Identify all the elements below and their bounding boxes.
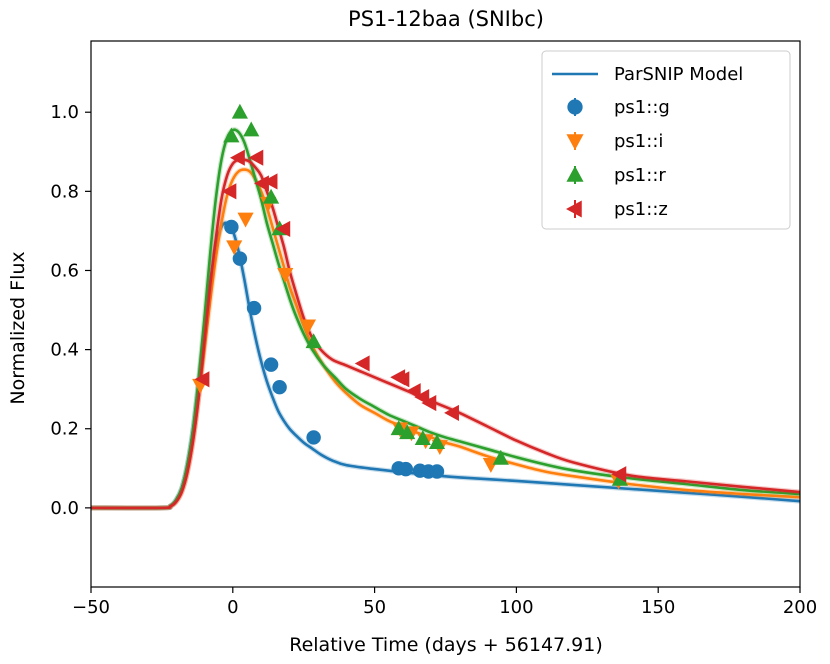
legend-label-r: ps1::r	[614, 165, 666, 186]
model-curve-r	[91, 128, 800, 510]
x-tick-label: 50	[363, 597, 386, 618]
x-tick-label: 100	[499, 597, 533, 618]
data-point-z	[611, 466, 627, 483]
x-axis-label: Relative Time (days + 56147.91)	[289, 634, 603, 656]
y-tick-label: 0.4	[50, 340, 79, 361]
model-band-g	[91, 220, 800, 511]
data-point-r	[243, 121, 260, 137]
x-tick-label: −50	[72, 597, 110, 618]
model-curve-g	[91, 221, 800, 510]
legend-label-g: ps1::g	[614, 97, 670, 118]
chart-title: PS1-12baa (SNIbc)	[348, 7, 544, 31]
y-tick-label: 0.8	[50, 181, 79, 202]
legend-box	[541, 50, 791, 230]
data-point-r	[390, 420, 407, 436]
legend-marker-i	[566, 134, 584, 150]
data-point-z	[254, 175, 269, 192]
data-point-r	[305, 333, 322, 349]
data-point-g	[263, 357, 279, 372]
legend-marker-r	[566, 166, 584, 182]
data-point-g	[232, 251, 248, 266]
x-tick-label: 150	[641, 597, 675, 618]
legend-model-label: ParSNIP Model	[614, 64, 743, 85]
y-tick-label: 0.0	[50, 498, 79, 519]
data-point-g	[224, 219, 239, 235]
data-point-r	[399, 424, 416, 440]
data-point-z	[444, 404, 459, 421]
data-point-z	[194, 371, 210, 388]
data-point-r	[414, 430, 431, 446]
data-point-g	[306, 430, 321, 445]
x-tick-label: 200	[783, 597, 817, 618]
data-point-r	[492, 449, 509, 465]
y-axis: 0.0 0.2 0.4 0.6 0.8 1.0	[50, 102, 91, 519]
data-point-i	[226, 240, 243, 256]
data-point-z	[421, 394, 437, 412]
legend-marker-g	[567, 99, 583, 115]
data-point-z	[405, 383, 421, 400]
data-point-z	[394, 371, 410, 388]
x-axis: −50 0 50 100 150 200	[72, 587, 817, 618]
x-tick-label: 0	[227, 597, 238, 618]
data-point-g	[272, 379, 287, 395]
data-point-r	[263, 188, 280, 204]
legend-label-i: ps1::i	[614, 131, 663, 152]
y-tick-label: 0.2	[50, 419, 79, 440]
data-point-i	[237, 212, 254, 228]
data-point-z	[354, 355, 370, 372]
data-point-g	[246, 300, 262, 316]
data-point-z	[275, 220, 291, 238]
data-point-z	[248, 149, 264, 166]
data-point-g	[398, 461, 414, 477]
data-point-i	[277, 268, 294, 283]
data-point-g	[429, 464, 445, 479]
y-tick-label: 0.6	[50, 260, 79, 281]
legend-marker-z	[566, 200, 582, 218]
data-point-z	[221, 183, 237, 200]
data-point-r	[223, 127, 240, 143]
plot-frame	[90, 40, 801, 588]
y-tick-label: 1.0	[50, 102, 79, 123]
data-point-r	[231, 103, 248, 119]
y-axis-label: Normalized Flux	[7, 251, 29, 404]
data-points	[192, 103, 628, 490]
data-point-r	[428, 434, 446, 449]
data-point-z	[229, 149, 245, 166]
data-point-i	[299, 319, 317, 335]
data-point-z	[262, 173, 278, 190]
legend-label-z: ps1::z	[614, 199, 668, 220]
